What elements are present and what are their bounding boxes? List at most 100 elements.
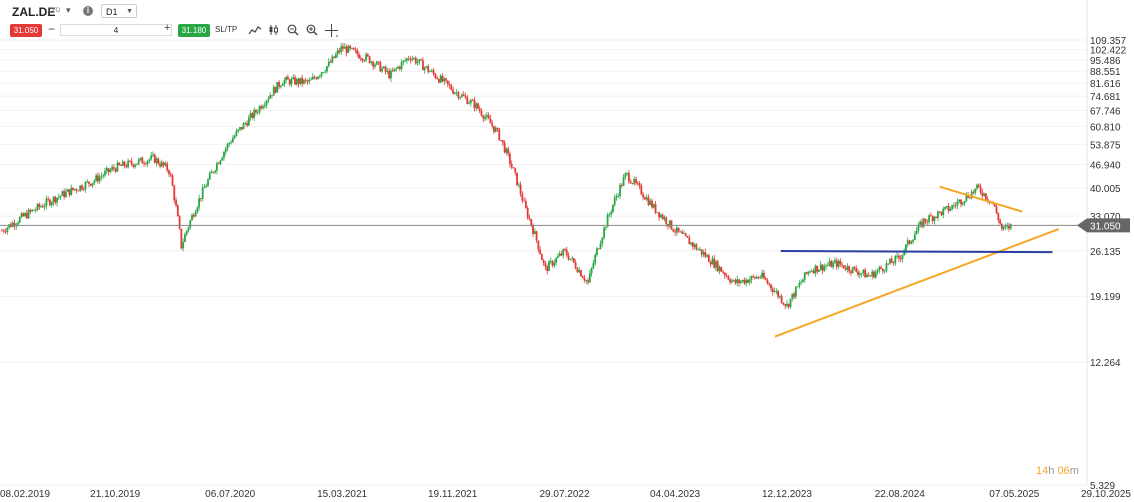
- candle-body: [997, 213, 1000, 221]
- candle-body: [54, 196, 57, 203]
- trendline[interactable]: [939, 185, 1023, 213]
- candle-body: [979, 186, 982, 193]
- candle-body: [578, 270, 581, 273]
- candle-body: [704, 252, 707, 257]
- candle-body: [148, 159, 151, 161]
- candle-body: [525, 200, 527, 208]
- candle-body: [896, 255, 898, 257]
- symbol-name[interactable]: ZAL.DE: [12, 5, 56, 19]
- candle-body: [791, 293, 794, 299]
- candle-body: [924, 218, 927, 222]
- candle-body: [519, 184, 522, 195]
- candle-body: [628, 172, 630, 182]
- candle-body: [892, 262, 895, 264]
- candle-body: [693, 244, 696, 247]
- candle-body: [123, 161, 126, 167]
- candle-body: [439, 75, 442, 83]
- candle-body: [754, 276, 756, 279]
- candle-body: [446, 80, 449, 85]
- candle-body: [182, 242, 185, 249]
- trendline[interactable]: [774, 228, 1060, 338]
- candle-body: [798, 283, 801, 287]
- candle-body: [358, 54, 360, 59]
- x-tick-label: 21.10.2019: [90, 489, 140, 500]
- candle-body: [803, 272, 806, 280]
- candle-body: [732, 279, 735, 281]
- candle-body: [171, 175, 174, 186]
- candle-body: [697, 249, 700, 251]
- candle-body: [24, 213, 26, 217]
- candle-body: [304, 79, 307, 81]
- crosshair-icon[interactable]: [325, 24, 338, 40]
- candle-body: [256, 112, 259, 114]
- candle-body: [485, 115, 488, 117]
- candle-body: [361, 58, 364, 61]
- candle-body: [931, 216, 934, 222]
- candle-body: [718, 266, 721, 272]
- candle-body: [613, 197, 616, 205]
- candle-body: [928, 215, 930, 222]
- candle-body: [2, 230, 5, 232]
- candle-body: [612, 204, 614, 212]
- candle-body: [505, 148, 508, 153]
- candle-body: [901, 254, 904, 260]
- line-chart-icon[interactable]: [248, 24, 262, 39]
- candle-body: [883, 270, 886, 272]
- candle-body: [354, 49, 357, 51]
- candle-body: [581, 276, 584, 279]
- candle-body: [59, 195, 62, 197]
- y-tick-label: 60.810: [1090, 122, 1121, 133]
- candle-body: [867, 274, 870, 276]
- y-tick-label: 88.551: [1090, 67, 1121, 78]
- candle-body: [770, 284, 772, 289]
- candle-body: [562, 249, 565, 256]
- candle-body: [935, 216, 938, 218]
- candle-body: [114, 168, 117, 172]
- candle-body: [834, 260, 836, 263]
- candle-body: [659, 214, 662, 218]
- zoom-out-icon[interactable]: [287, 24, 299, 39]
- candle-body: [711, 258, 714, 265]
- candle-body: [480, 110, 483, 116]
- candle-body: [933, 216, 936, 222]
- candle-body: [782, 302, 785, 305]
- candle-body: [226, 143, 229, 149]
- candle-body: [812, 270, 815, 274]
- candle-body: [873, 271, 875, 278]
- trendline[interactable]: [780, 250, 1053, 254]
- candle-body: [285, 76, 288, 81]
- candle-body: [416, 61, 419, 64]
- candle-body: [954, 205, 957, 207]
- candle-body: [478, 108, 481, 111]
- candle-body: [764, 278, 767, 280]
- quantity-input[interactable]: 4: [60, 24, 172, 36]
- candle-body: [31, 209, 34, 212]
- candles-icon[interactable]: [268, 24, 280, 39]
- candle-body: [897, 255, 900, 259]
- y-tick-label: 26.135: [1090, 247, 1121, 258]
- candle-body: [752, 276, 755, 277]
- decrease-quantity-button[interactable]: −: [48, 22, 56, 36]
- timeframe-select[interactable]: D1 ▼: [101, 4, 137, 18]
- candle-body: [908, 240, 911, 244]
- sltp-button[interactable]: SL/TP: [215, 25, 238, 34]
- candle-body: [993, 203, 996, 207]
- sell-button[interactable]: 31.050: [10, 24, 42, 37]
- candle-body: [326, 66, 328, 72]
- candle-body: [590, 267, 593, 274]
- candle-body: [738, 279, 740, 283]
- increase-quantity-button[interactable]: +: [164, 22, 171, 34]
- candle-body: [597, 248, 600, 250]
- chevron-down-icon[interactable]: ▾: [66, 5, 71, 15]
- info-icon[interactable]: i: [83, 6, 93, 16]
- candle-body: [926, 221, 929, 223]
- candle-body: [93, 180, 96, 183]
- candle-body: [835, 260, 838, 267]
- candle-body: [762, 272, 765, 279]
- candle-body: [572, 258, 575, 263]
- candle-body: [651, 200, 653, 208]
- zoom-in-icon[interactable]: [306, 24, 318, 39]
- buy-button[interactable]: 31.180: [178, 24, 210, 37]
- candle-body: [567, 255, 570, 260]
